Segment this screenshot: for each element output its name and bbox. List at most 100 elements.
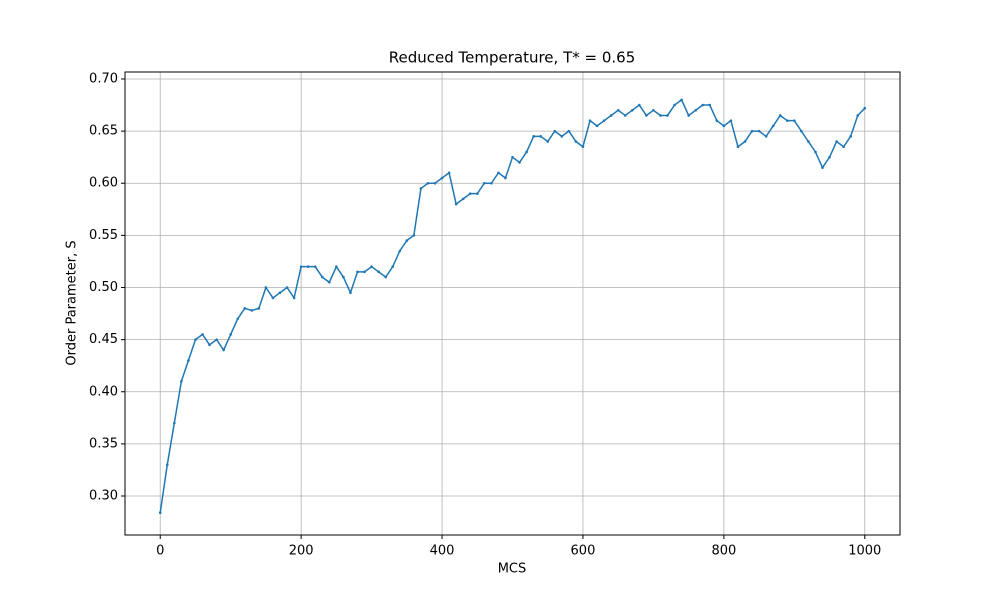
data-point (511, 155, 514, 159)
data-point (623, 114, 627, 117)
data-point (743, 140, 747, 143)
data-point (328, 280, 331, 284)
y-tick-label: 0.55 (89, 228, 118, 243)
data-point (553, 129, 557, 133)
data-point (419, 187, 423, 190)
data-point (201, 333, 204, 336)
data-point (257, 307, 261, 310)
data-point (757, 129, 761, 133)
x-tick-label: 400 (430, 544, 455, 559)
data-point (708, 103, 712, 107)
data-point (363, 270, 366, 274)
data-point (821, 166, 824, 169)
data-point (243, 307, 247, 310)
y-tick-label: 0.30 (89, 489, 118, 504)
data-point (222, 348, 225, 352)
data-point (567, 129, 571, 133)
data-point (356, 270, 359, 274)
data-point (694, 108, 697, 112)
data-point (229, 333, 232, 336)
data-point (370, 265, 373, 268)
data-point (299, 265, 303, 268)
y-tick-label: 0.70 (89, 71, 118, 86)
data-point (349, 291, 352, 295)
data-point (384, 275, 387, 279)
data-point (461, 197, 465, 201)
data-point (814, 150, 817, 154)
x-tick-label: 800 (711, 544, 736, 559)
y-tick-label: 0.40 (89, 384, 118, 399)
data-point (518, 161, 521, 164)
data-point (595, 124, 599, 128)
y-tick-label: 0.65 (89, 124, 118, 139)
data-point (609, 114, 613, 117)
x-tick-label: 200 (289, 544, 314, 559)
data-point (701, 103, 705, 107)
y-tick-label: 0.60 (89, 176, 118, 191)
data-point (398, 249, 402, 253)
data-point (729, 119, 733, 122)
x-axis-label: MCS (498, 562, 527, 577)
chart-title: Reduced Temperature, T* = 0.65 (389, 49, 636, 67)
data-point (849, 135, 852, 138)
data-point (807, 140, 810, 143)
data-point (215, 338, 218, 341)
data-point (391, 265, 395, 268)
data-point (187, 359, 190, 362)
data-line (159, 98, 866, 513)
y-tick-label: 0.50 (89, 280, 118, 295)
data-point (405, 239, 409, 242)
data-point (630, 108, 634, 112)
data-point (306, 265, 310, 268)
data-point (666, 114, 669, 117)
data-point (313, 265, 317, 268)
data-point (750, 129, 754, 133)
data-point (842, 145, 845, 149)
data-point (638, 103, 641, 107)
data-point (490, 181, 493, 185)
data-point (771, 124, 775, 128)
data-point (377, 270, 380, 274)
data-point (835, 140, 838, 143)
data-point (659, 114, 662, 117)
data-point (497, 171, 500, 175)
data-point (588, 119, 592, 122)
data-point (342, 275, 345, 279)
data-point (271, 296, 275, 300)
data-point (736, 145, 740, 149)
data-point (285, 286, 289, 289)
data-point (652, 108, 655, 112)
data-point (616, 108, 620, 112)
data-point (602, 119, 606, 122)
data-point (475, 192, 479, 195)
data-point (320, 275, 324, 279)
data-point (525, 150, 528, 154)
data-point (236, 317, 240, 321)
data-point (715, 119, 719, 122)
data-point (539, 135, 542, 138)
data-point (180, 380, 183, 383)
data-point (828, 155, 831, 159)
data-point (863, 106, 867, 110)
data-point (447, 171, 451, 175)
data-point (454, 202, 458, 206)
y-axis-label: Order Parameter, S (65, 240, 80, 365)
data-point (856, 114, 860, 117)
data-point (532, 135, 535, 138)
data-point (278, 291, 282, 295)
y-tick-label: 0.45 (89, 332, 118, 347)
data-point (793, 119, 796, 122)
plot-frame (124, 71, 901, 536)
data-point (785, 119, 789, 122)
data-point (800, 129, 803, 133)
data-point (483, 181, 486, 185)
data-point (250, 309, 254, 312)
y-tick-label: 0.35 (89, 436, 118, 451)
data-point (433, 181, 437, 185)
data-point (412, 234, 416, 237)
data-point (560, 135, 564, 138)
data-point (208, 343, 211, 347)
data-point (645, 114, 648, 117)
data-point (680, 98, 683, 102)
